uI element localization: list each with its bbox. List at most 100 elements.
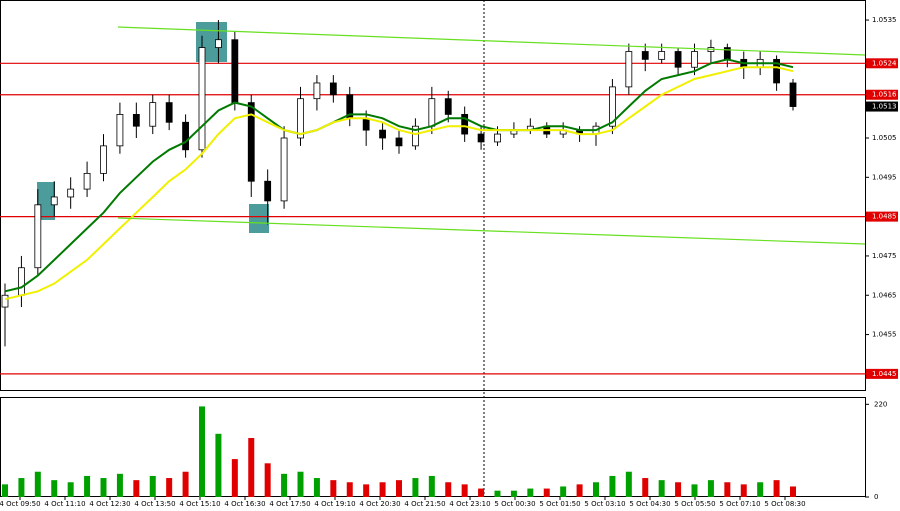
- x-tick-label: 5 Oct 08:30: [764, 500, 805, 508]
- volume-bar: [740, 484, 747, 497]
- candle-body: [50, 196, 58, 206]
- x-tick-label: 4 Oct 15:10: [179, 500, 220, 508]
- candle-body: [461, 114, 469, 135]
- level-label-box: [866, 368, 898, 379]
- candle-body: [773, 58, 780, 84]
- volume-bar: [166, 478, 173, 497]
- candle-body: [609, 86, 616, 127]
- candle-body: [625, 51, 633, 88]
- x-tick-label: 4 Oct 16:30: [224, 500, 265, 508]
- level-label: 1.0516: [872, 91, 897, 99]
- y-tick-label: 1.0535: [872, 16, 897, 24]
- x-tick-label: 4 Oct 17:50: [269, 500, 310, 508]
- volume-bar: [297, 471, 304, 497]
- candle-body: [412, 125, 419, 147]
- volume-bar: [593, 482, 599, 497]
- volume-bar: [527, 488, 534, 497]
- x-tick-label: 4 Oct 21:50: [404, 500, 445, 508]
- candle-body: [362, 117, 370, 131]
- y-tick-label: 1.0475: [872, 252, 897, 260]
- volume-bar: [2, 484, 8, 497]
- candle-body: [494, 133, 501, 143]
- volume-bar: [363, 484, 370, 497]
- candle-body: [231, 39, 239, 104]
- volume-bar: [100, 478, 107, 497]
- candle-body: [379, 129, 386, 139]
- x-tick-label: 4 Oct 12:30: [89, 500, 130, 508]
- volume-bar: [412, 478, 419, 497]
- x-tick-label: 5 Oct 07:10: [719, 500, 760, 508]
- candle-body: [691, 51, 698, 68]
- volume-bar: [330, 480, 337, 497]
- volume-tick-label: 220: [874, 400, 887, 408]
- volume-bar: [264, 463, 271, 497]
- volume-bar: [67, 482, 74, 497]
- volume-bar: [576, 484, 583, 497]
- moving-average: [4, 58, 794, 293]
- y-tick-label: 1.0505: [872, 134, 897, 142]
- x-tick-label: 4 Oct 19:10: [314, 500, 355, 508]
- candle-body: [395, 137, 403, 147]
- candle-body: [641, 51, 649, 60]
- candle-body: [428, 98, 436, 127]
- candle-body: [165, 102, 173, 123]
- y-tick-label: 1.0465: [872, 291, 897, 299]
- volume-bar: [346, 482, 353, 497]
- volume-bar: [757, 482, 764, 497]
- x-tick-label: 5 Oct 04:30: [629, 500, 670, 508]
- volume-bar: [182, 471, 189, 497]
- x-tick-label: 4 Oct 20:30: [359, 500, 400, 508]
- x-tick-label: 4 Oct 11:10: [44, 500, 85, 508]
- current-price-label: 1.0513: [872, 103, 897, 111]
- y-tick-label: 1.0495: [872, 173, 897, 181]
- level-label: 1.0485: [872, 213, 897, 221]
- plot: [0, 20, 865, 375]
- signal-zone: [249, 204, 269, 233]
- level-label-box: [866, 58, 898, 69]
- volume-bar: [248, 438, 255, 497]
- level-label-box: [866, 89, 898, 100]
- volume-bar: [281, 473, 288, 497]
- x-tick-label: 5 Oct 05:50: [674, 500, 715, 508]
- candle-body: [116, 114, 124, 147]
- volume-bar: [773, 480, 780, 497]
- candle-body: [280, 137, 288, 202]
- volume-bar: [642, 478, 649, 497]
- volume-bar: [18, 478, 25, 497]
- volume-bar: [149, 475, 156, 497]
- volume-bar: [461, 484, 468, 497]
- x-tick-label: 5 Oct 00:30: [494, 500, 535, 508]
- volume-bar: [543, 488, 550, 497]
- volume-bar: [231, 459, 238, 497]
- x-tick-label: 5 Oct 03:10: [584, 500, 625, 508]
- volume-bar: [658, 480, 665, 497]
- candle-body: [198, 47, 206, 151]
- volume-bar: [560, 486, 567, 497]
- volume-bar: [675, 482, 682, 497]
- x-tick-label: 4 Oct 13:50: [134, 500, 175, 508]
- volume-bar: [445, 482, 452, 497]
- candle-body: [215, 39, 222, 48]
- candle-body: [444, 98, 452, 115]
- candle-body: [100, 145, 107, 174]
- volume-bar: [199, 406, 205, 497]
- moving-average: [4, 66, 794, 301]
- volume-tick-label: 0: [874, 493, 878, 501]
- volume-bar: [609, 475, 616, 497]
- candle-body: [132, 114, 140, 127]
- candle-body: [247, 102, 255, 182]
- level-label: 1.0445: [872, 370, 897, 378]
- volume-bar: [313, 478, 320, 497]
- candle-body: [149, 102, 157, 127]
- candle-body: [297, 98, 304, 139]
- volume-bar: [691, 484, 698, 497]
- signal-zone: [37, 182, 55, 220]
- candle-body: [264, 180, 272, 202]
- candle-body: [658, 51, 666, 60]
- x-tick-label: 4 Oct 23:10: [449, 500, 490, 508]
- level-label-box: [866, 211, 898, 222]
- x-tick-label: 5 Oct 01:50: [539, 500, 580, 508]
- candle-body: [83, 172, 91, 190]
